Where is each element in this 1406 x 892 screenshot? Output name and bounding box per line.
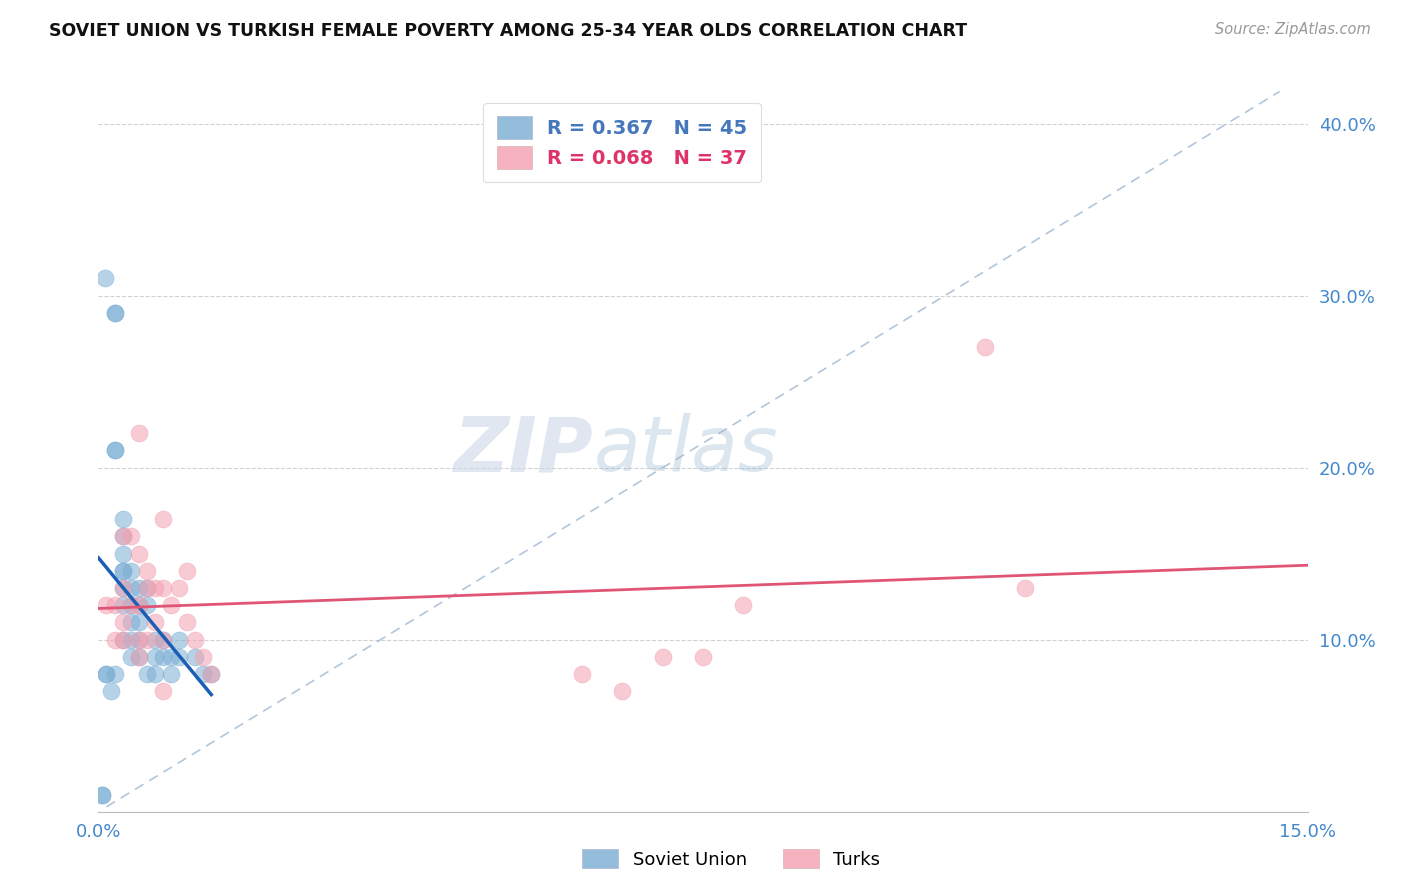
Point	[974, 340, 997, 354]
Point	[160, 667, 183, 681]
Point	[193, 649, 215, 664]
Point	[152, 649, 174, 664]
Point	[111, 632, 134, 647]
Point	[128, 426, 150, 441]
Point	[103, 306, 125, 320]
Text: atlas: atlas	[595, 414, 779, 487]
Point	[111, 632, 134, 647]
Point	[152, 512, 174, 526]
Point	[120, 581, 142, 595]
Point	[120, 632, 142, 647]
Point	[135, 667, 157, 681]
Point	[184, 649, 207, 664]
Point	[135, 632, 157, 647]
Point	[143, 581, 166, 595]
Point	[143, 615, 166, 630]
Text: ZIP: ZIP	[454, 414, 595, 487]
Point	[143, 649, 166, 664]
Point	[103, 443, 125, 458]
Point	[193, 667, 215, 681]
Point	[128, 581, 150, 595]
Point	[91, 788, 114, 802]
Point	[1014, 581, 1036, 595]
Point	[111, 529, 134, 543]
Point	[692, 649, 714, 664]
Point	[100, 684, 122, 698]
Point	[128, 547, 150, 561]
Point	[733, 599, 755, 613]
Point	[571, 667, 593, 681]
Point	[103, 599, 125, 613]
Point	[612, 684, 634, 698]
Point	[176, 615, 198, 630]
Point	[176, 564, 198, 578]
Point	[120, 599, 142, 613]
Point	[96, 599, 118, 613]
Point	[167, 632, 190, 647]
Point	[96, 667, 118, 681]
Point	[111, 564, 134, 578]
Point	[160, 649, 183, 664]
Point	[111, 581, 134, 595]
Point	[111, 564, 134, 578]
Point	[167, 581, 190, 595]
Text: SOVIET UNION VS TURKISH FEMALE POVERTY AMONG 25-34 YEAR OLDS CORRELATION CHART: SOVIET UNION VS TURKISH FEMALE POVERTY A…	[49, 22, 967, 40]
Point	[111, 529, 134, 543]
Point	[111, 581, 134, 595]
Point	[91, 788, 114, 802]
Point	[167, 649, 190, 664]
Point	[128, 632, 150, 647]
Point	[128, 599, 150, 613]
Point	[96, 667, 118, 681]
Point	[152, 684, 174, 698]
Point	[143, 667, 166, 681]
Point	[143, 632, 166, 647]
Point	[120, 599, 142, 613]
Point	[128, 649, 150, 664]
Point	[103, 306, 125, 320]
Point	[103, 443, 125, 458]
Point	[152, 632, 174, 647]
Point	[184, 632, 207, 647]
Point	[120, 615, 142, 630]
Point	[200, 667, 222, 681]
Point	[120, 529, 142, 543]
Point	[135, 581, 157, 595]
Point	[103, 632, 125, 647]
Point	[160, 599, 183, 613]
Text: Source: ZipAtlas.com: Source: ZipAtlas.com	[1215, 22, 1371, 37]
Point	[103, 667, 125, 681]
Point	[120, 564, 142, 578]
Point	[651, 649, 673, 664]
Point	[135, 581, 157, 595]
Point	[94, 271, 117, 285]
Point	[135, 599, 157, 613]
Point	[128, 599, 150, 613]
Legend: R = 0.367   N = 45, R = 0.068   N = 37: R = 0.367 N = 45, R = 0.068 N = 37	[484, 103, 761, 183]
Point	[200, 667, 222, 681]
Point	[152, 632, 174, 647]
Point	[128, 649, 150, 664]
Point	[111, 615, 134, 630]
Y-axis label: Female Poverty Among 25-34 Year Olds: Female Poverty Among 25-34 Year Olds	[0, 286, 8, 615]
Point	[111, 599, 134, 613]
Point	[152, 581, 174, 595]
Point	[111, 547, 134, 561]
Point	[128, 632, 150, 647]
Point	[120, 649, 142, 664]
Point	[111, 512, 134, 526]
Legend: Soviet Union, Turks: Soviet Union, Turks	[575, 841, 887, 876]
Point	[128, 615, 150, 630]
Point	[135, 564, 157, 578]
